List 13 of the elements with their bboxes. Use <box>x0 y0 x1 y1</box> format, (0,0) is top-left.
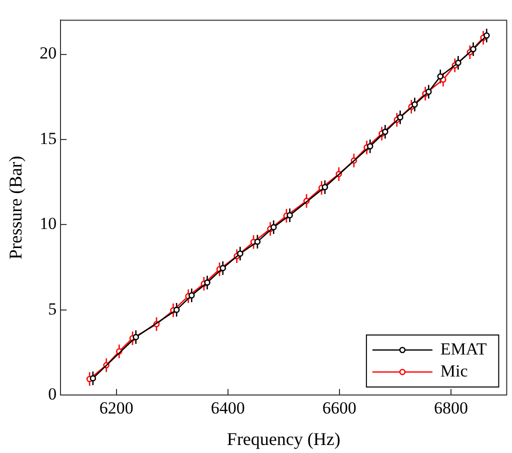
y-tick-label: 5 <box>48 299 57 318</box>
y-tick-label: 15 <box>40 128 57 148</box>
x-tick-label: 6600 <box>322 398 356 418</box>
x-tick-label: 6800 <box>434 398 468 418</box>
y-tick-label: 0 <box>48 384 57 404</box>
y-tick-label: 10 <box>40 214 57 234</box>
legend-label: EMAT <box>440 339 488 358</box>
x-tick-label: 6400 <box>210 398 245 418</box>
x-axis-title: Frequency (Hz) <box>226 428 340 449</box>
x-tick-label: 6200 <box>99 398 134 418</box>
y-axis-title: Pressure (Bar) <box>6 156 26 260</box>
y-tick-label: 20 <box>40 44 57 63</box>
legend-label: Mic <box>440 361 468 380</box>
